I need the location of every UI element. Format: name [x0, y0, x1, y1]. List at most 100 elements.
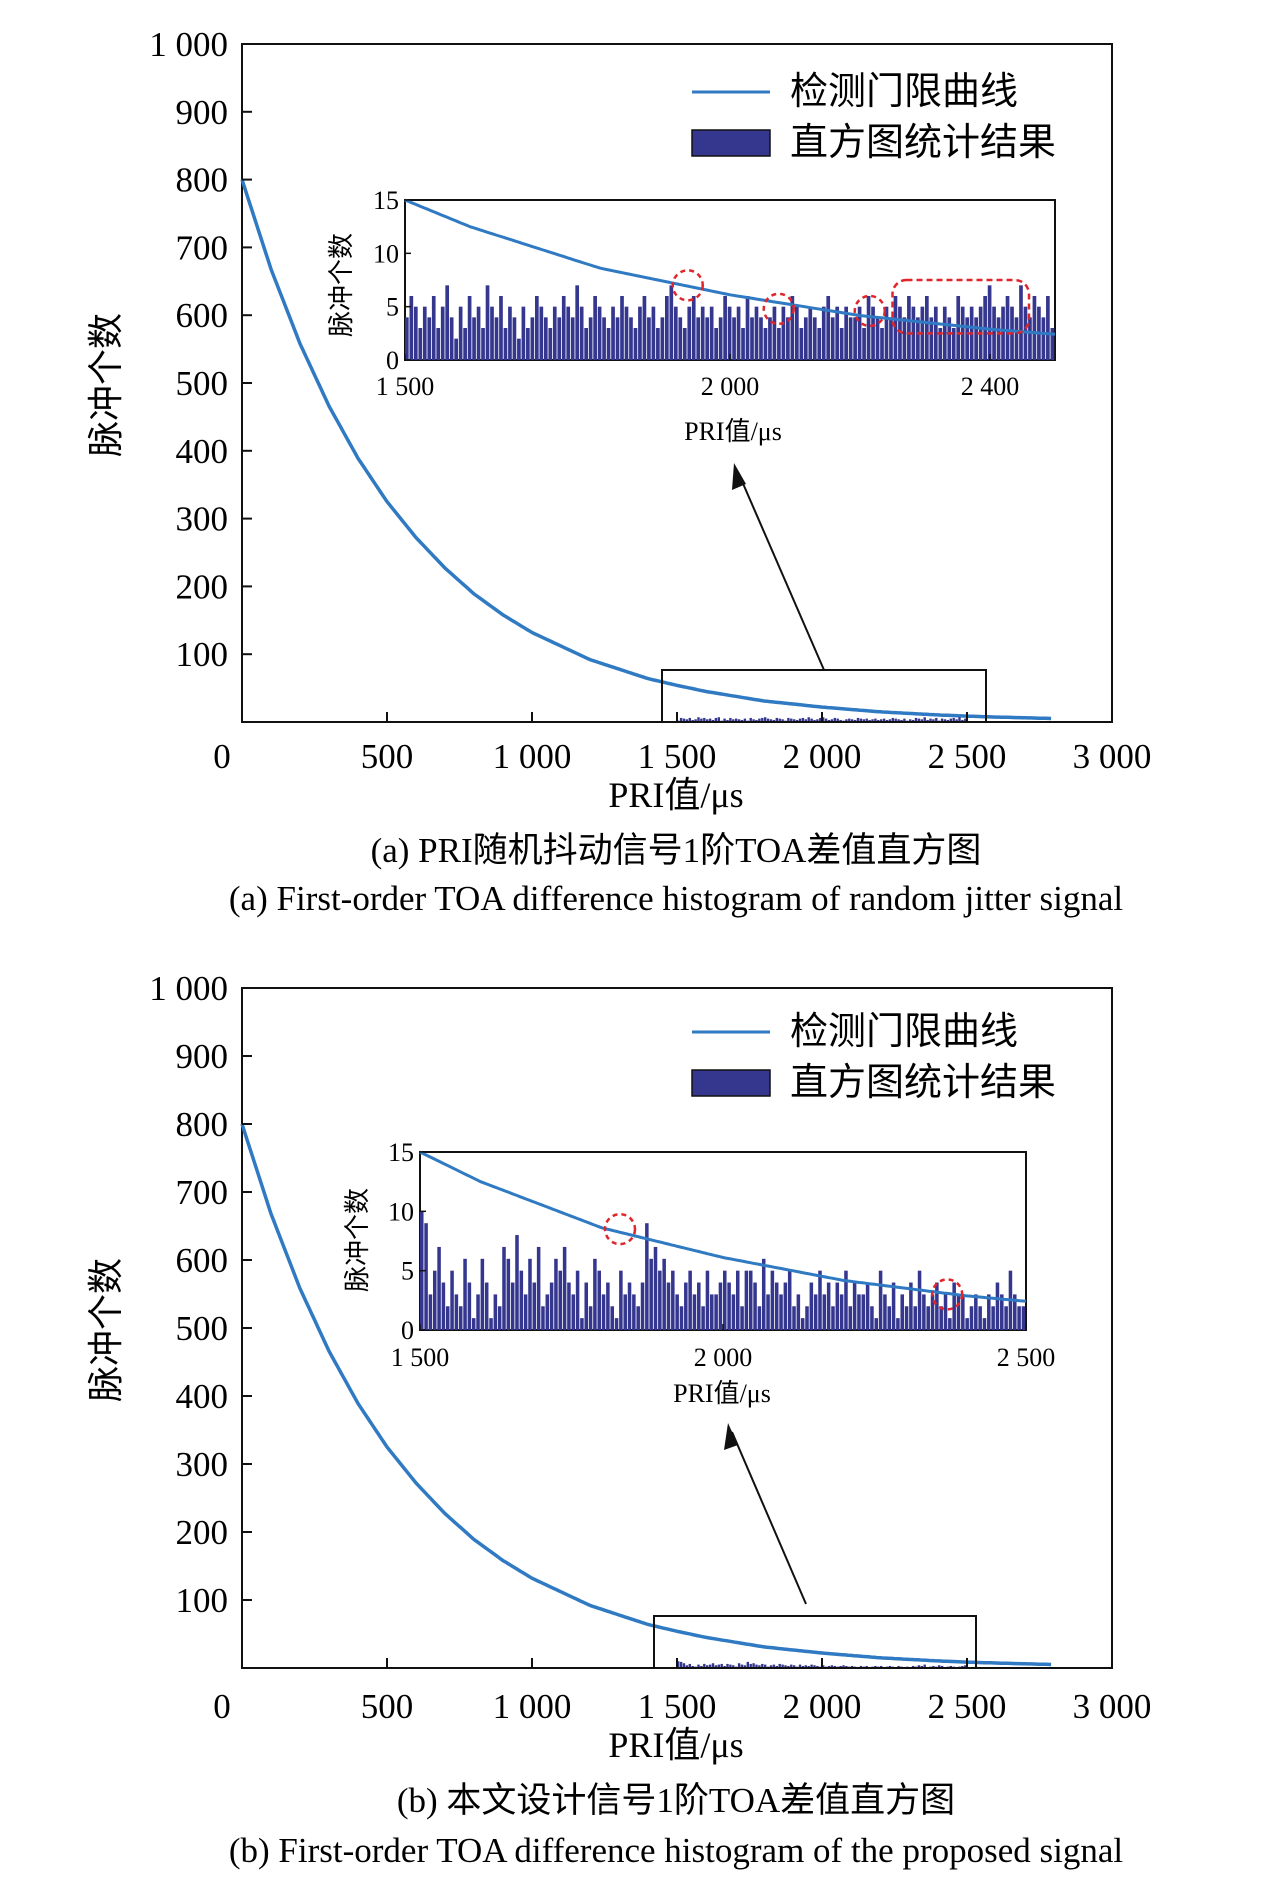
histogram-bar	[793, 1665, 796, 1668]
histogram-bar	[703, 717, 706, 722]
inset-histogram-bar	[584, 1282, 589, 1330]
histogram-bar	[778, 718, 781, 722]
histogram-bar	[888, 719, 892, 722]
inset-histogram-bar	[763, 328, 768, 360]
inset-histogram-bar	[647, 317, 651, 360]
inset-x-axis-ticks: 1 500 2 000 2 400	[376, 354, 1019, 401]
inset-histogram-bar	[727, 306, 732, 360]
inset-histogram-bar	[727, 1282, 731, 1330]
histogram-bar	[708, 1664, 712, 1668]
histogram-bar	[920, 719, 923, 722]
inset-histogram-bar	[645, 1223, 649, 1330]
inset-histogram-bar	[1019, 285, 1023, 360]
inset-x-tick-label: 2 000	[701, 372, 760, 401]
histogram-bar	[764, 1664, 767, 1668]
inset-histogram-bar	[812, 317, 817, 360]
histogram-bar	[697, 717, 700, 722]
inset-histogram-bar	[445, 1306, 450, 1330]
inset-histogram-bar	[974, 317, 978, 360]
histogram-bar	[914, 717, 918, 722]
histogram-bar	[943, 719, 947, 722]
inset-histogram-bar	[808, 306, 813, 360]
inset-histogram-bar	[440, 306, 445, 360]
inset-histogram-bar	[1017, 1306, 1021, 1330]
histogram-bar	[755, 1664, 758, 1668]
histogram-bar	[836, 718, 839, 722]
histogram-bar	[755, 719, 758, 722]
histogram-bar	[723, 1665, 726, 1668]
inset-histogram-bar	[731, 1294, 736, 1330]
inset-histogram-bar	[601, 1294, 606, 1330]
inset-histogram-bar	[875, 317, 880, 360]
histogram-bar	[827, 719, 831, 722]
histogram-bar	[816, 1665, 819, 1668]
inset-y-tick-label: 5	[386, 293, 399, 322]
inset-histogram-bar	[445, 285, 450, 360]
histogram-bar	[946, 719, 950, 722]
histogram-bar	[888, 1665, 892, 1668]
inset-histogram-bar	[623, 1294, 627, 1330]
histogram-bar	[761, 1663, 764, 1668]
y-tick-label: 500	[176, 1309, 229, 1348]
histogram-bar	[958, 717, 961, 722]
histogram-bar	[848, 718, 851, 722]
histogram-bar	[929, 718, 932, 722]
histogram-bar	[726, 719, 729, 722]
x-tick-label: 0	[213, 1687, 231, 1726]
inset-histogram-bar	[766, 1294, 770, 1330]
y-axis-ticks: 100 200 300 400 500 600 700 800 900 1 000	[149, 969, 252, 1620]
inset-histogram-bar	[1005, 296, 1010, 360]
inset-histogram-bar	[593, 296, 597, 360]
histogram-bar	[749, 1663, 752, 1668]
histogram-bar	[911, 1665, 915, 1668]
inset-histogram-bar	[935, 1282, 939, 1330]
inset-histogram-bar	[666, 1282, 671, 1330]
inset-histogram-bar	[610, 1306, 614, 1330]
inset-histogram-bar	[865, 1282, 870, 1330]
histogram-bar	[787, 717, 790, 722]
inset-histogram-bar	[480, 1258, 485, 1330]
inset-histogram-bar	[614, 1318, 619, 1330]
caption-en: (b) First-order TOA difference histogram…	[229, 1831, 1124, 1870]
y-tick-label: 700	[176, 1173, 229, 1212]
inset-histogram-bar	[826, 1282, 831, 1330]
inset-histogram-bar	[761, 1258, 766, 1330]
zoom-arrowhead	[724, 1423, 738, 1450]
histogram-bar	[691, 719, 694, 722]
inset-histogram-bar	[884, 306, 889, 360]
inset-histogram-bar	[735, 1270, 740, 1330]
inset-histogram-bar	[987, 1294, 991, 1330]
inset-histogram-bar	[913, 1306, 917, 1330]
inset-histogram-bar	[991, 1306, 995, 1330]
inset-histogram-bar	[463, 1258, 467, 1330]
histogram-bar	[711, 1663, 715, 1668]
histogram-bar	[735, 718, 738, 722]
histogram-bar	[827, 1665, 831, 1668]
inset-y-tick-label: 0	[401, 1316, 414, 1345]
inset-histogram-bar	[883, 1294, 887, 1330]
histogram-bar	[874, 718, 877, 722]
inset-histogram-bar	[710, 1294, 714, 1330]
inset-histogram-bar	[557, 317, 562, 360]
histogram-bar	[769, 719, 773, 722]
histogram-bar	[862, 719, 865, 722]
inset-histogram-bar	[887, 1306, 892, 1330]
inset-histogram-bar	[705, 317, 710, 360]
inset-x-tick-label: 1 500	[391, 1343, 450, 1372]
inset-histogram-bar	[925, 296, 929, 360]
histogram-bar	[810, 718, 813, 722]
inset-histogram-bar	[494, 317, 499, 360]
y-tick-label: 600	[176, 1241, 229, 1280]
inset-histogram-bar	[458, 1306, 463, 1330]
inset-histogram-bar	[938, 328, 943, 360]
inset-histogram-bar	[692, 1294, 697, 1330]
legend-hist-swatch	[691, 1069, 771, 1097]
inset-x-axis-ticks: 1 500 2 000 2 500	[391, 1324, 1056, 1372]
inset-x-tick-label: 2 500	[997, 1343, 1056, 1372]
inset-histogram-bar	[861, 1294, 866, 1330]
histogram-bar	[743, 1665, 747, 1668]
histogram-bar	[955, 719, 958, 722]
inset-histogram-bar	[580, 1318, 584, 1330]
x-tick-label: 0	[213, 737, 231, 776]
histogram-bar	[911, 719, 915, 722]
